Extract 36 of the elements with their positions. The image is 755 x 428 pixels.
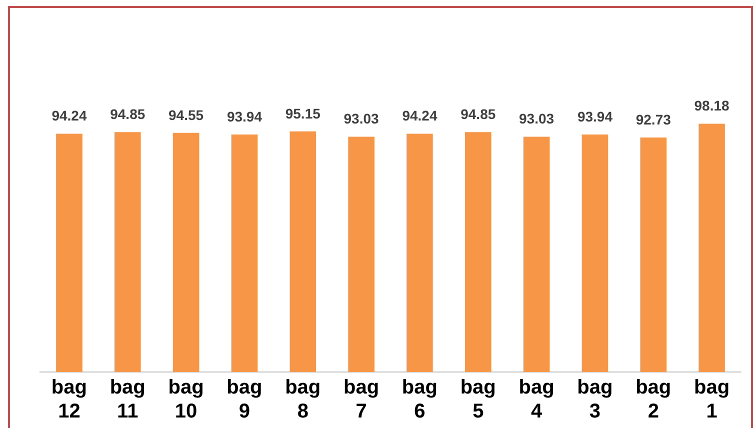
bar <box>640 138 667 372</box>
data-label: 98.18 <box>694 98 730 114</box>
data-label: 94.24 <box>402 108 438 124</box>
bar <box>231 134 258 372</box>
bar <box>56 134 82 372</box>
data-label: 95.15 <box>285 105 321 122</box>
x-tick-label: bag 8 <box>285 376 321 423</box>
data-label: 93.94 <box>226 108 262 124</box>
data-label: 93.03 <box>344 110 380 127</box>
bar <box>464 132 492 372</box>
x-tick-label: bag 7 <box>344 376 380 423</box>
data-label: 92.73 <box>636 111 672 128</box>
bar <box>172 132 200 372</box>
data-label: 94.85 <box>460 106 496 122</box>
x-tick-label: bag 12 <box>51 376 87 423</box>
x-tick-label: bag 2 <box>636 376 672 423</box>
x-tick-label: bag 1 <box>694 376 730 423</box>
bar <box>348 136 374 372</box>
x-tick-label: bag 10 <box>168 376 204 423</box>
x-tick-label: bag 5 <box>460 376 496 423</box>
bar <box>582 134 608 372</box>
x-tick-label: bag 11 <box>110 376 146 423</box>
data-label: 93.03 <box>519 110 554 127</box>
x-tick-label: bag 4 <box>518 376 554 423</box>
x-tick-label: bag 6 <box>402 376 438 423</box>
bar <box>523 136 550 372</box>
data-label: 93.94 <box>577 108 613 124</box>
data-label: 94.55 <box>168 106 204 123</box>
bar <box>114 132 141 372</box>
bar <box>290 131 316 372</box>
x-tick-label: bag 3 <box>577 376 613 423</box>
x-tick-label: bag 9 <box>226 376 262 423</box>
bar <box>406 134 433 372</box>
data-label: 94.85 <box>110 106 146 122</box>
bar <box>698 124 725 372</box>
data-label: 94.24 <box>52 108 87 124</box>
